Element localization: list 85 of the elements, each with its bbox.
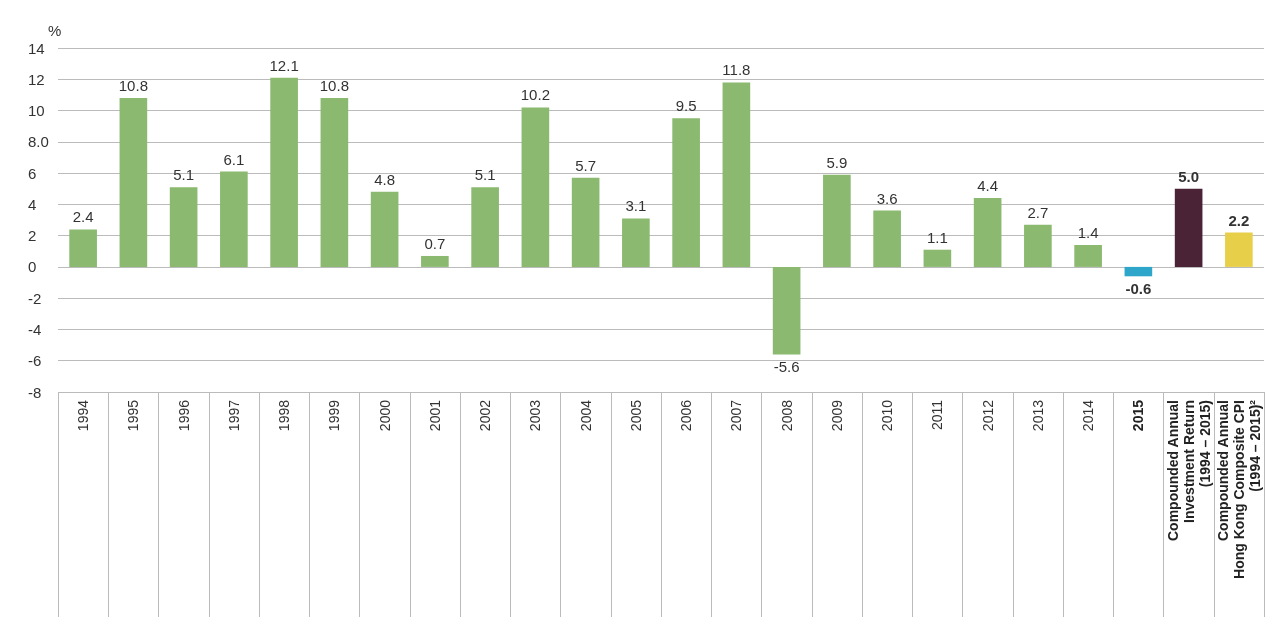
bar — [1124, 266, 1153, 277]
data-label: 4.8 — [374, 170, 396, 188]
data-label: 5.1 — [173, 166, 195, 184]
bar — [823, 174, 851, 267]
bar — [571, 177, 600, 267]
x-tick-label: 2006 — [678, 399, 695, 432]
y-tick-label: 12 — [28, 70, 45, 88]
data-label: 2.7 — [1027, 203, 1049, 221]
bar — [320, 98, 349, 267]
y-tick-label: 4 — [28, 195, 37, 213]
bar — [169, 187, 198, 267]
x-tick-label: 2013 — [1029, 399, 1046, 432]
data-label: 6.1 — [223, 150, 245, 168]
bar — [521, 107, 550, 267]
bar — [370, 191, 399, 267]
y-tick-label: 14 — [28, 39, 45, 57]
data-label: 10.2 — [520, 86, 550, 104]
x-tick-label: 1995 — [125, 399, 142, 432]
x-tick-label: 2014 — [1080, 399, 1097, 432]
x-tick-label: 2007 — [728, 399, 745, 432]
x-tick-label: 2015 — [1130, 399, 1147, 432]
bar — [1174, 188, 1203, 267]
x-tick-label: Compounded Annual Investment Return (1994 – 2015) — [1164, 400, 1213, 542]
y-tick-label: -8 — [28, 383, 42, 401]
data-label: 3.6 — [876, 189, 898, 207]
y-tick-label: -4 — [28, 320, 42, 338]
x-tick-label: 2008 — [778, 399, 795, 432]
data-label: 11.8 — [722, 61, 751, 79]
x-tick-label: 2011 — [929, 399, 946, 431]
y-tick-label: 0 — [28, 258, 37, 276]
data-label: 5.9 — [826, 153, 848, 171]
data-label: 5.7 — [575, 156, 597, 174]
bar — [270, 77, 298, 267]
data-label: -0.6 — [1125, 280, 1152, 298]
bar — [672, 118, 700, 267]
y-axis-title: % — [48, 22, 62, 39]
data-label: 10.8 — [319, 77, 349, 95]
data-label: 3.1 — [625, 197, 647, 215]
x-tick-label: 2002 — [477, 399, 494, 432]
x-tick-label: 1999 — [326, 399, 343, 432]
bar — [1225, 232, 1253, 267]
y-tick-label: -6 — [28, 352, 42, 370]
bar — [722, 82, 751, 267]
bar — [622, 218, 650, 267]
data-label: 4.4 — [977, 177, 999, 195]
data-label: 5.1 — [474, 166, 496, 184]
data-label: 9.5 — [675, 97, 697, 115]
data-label: 0.7 — [424, 234, 446, 252]
x-tick-label: 2009 — [828, 399, 845, 432]
y-tick-label: 2 — [28, 227, 37, 245]
x-tick-label: 2005 — [627, 399, 644, 432]
x-tick-label: 1996 — [175, 399, 192, 432]
bar — [220, 171, 248, 267]
y-tick-label: 8.0 — [28, 133, 49, 151]
data-label: 2.2 — [1228, 211, 1250, 229]
x-tick-label: 2001 — [426, 399, 443, 432]
bar — [1074, 245, 1102, 267]
bar — [471, 187, 499, 267]
bar — [923, 249, 952, 267]
x-tick-label: 2010 — [879, 399, 896, 432]
x-tick-label: 1998 — [276, 399, 293, 432]
y-tick-label: 6 — [28, 164, 37, 182]
x-tick-label: 2004 — [577, 399, 594, 432]
bar — [1024, 224, 1052, 267]
data-label: 1.4 — [1077, 224, 1099, 242]
x-tick-label: 1997 — [225, 399, 242, 432]
bar — [119, 98, 148, 267]
bar — [772, 266, 801, 355]
x-tick-label: 2012 — [979, 399, 996, 432]
data-label: 1.1 — [926, 228, 948, 246]
bar — [421, 255, 449, 267]
data-label: 10.8 — [118, 77, 148, 95]
bar — [69, 229, 97, 267]
bar — [973, 198, 1002, 267]
x-tick-label: 1994 — [75, 399, 92, 432]
x-tick-label: 2003 — [527, 399, 544, 432]
x-tick-label: 2000 — [376, 399, 393, 432]
y-tick-label: 10 — [28, 102, 45, 120]
data-label: 12.1 — [269, 56, 299, 74]
y-tick-label: -2 — [28, 289, 42, 307]
x-tick-label: Compounded Annual Hong Kong Composite CPI (1994 – 2015)² — [1214, 399, 1263, 579]
data-label: 2.4 — [72, 208, 94, 226]
bar — [873, 210, 901, 267]
data-label: -5.6 — [773, 358, 800, 376]
data-label: 5.0 — [1178, 167, 1200, 185]
